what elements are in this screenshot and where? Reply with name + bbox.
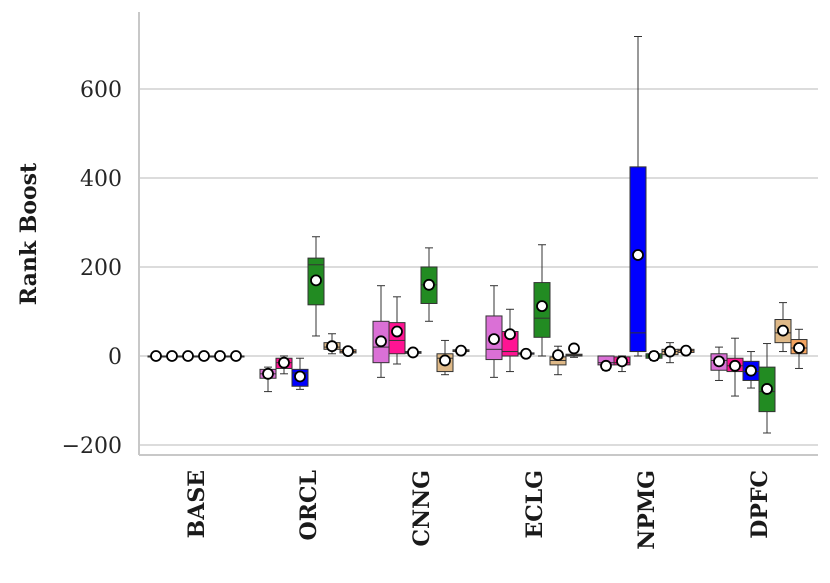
y-tick-labels: 600 400 200 0 −200 bbox=[62, 78, 122, 459]
category-label-cnng: CNNG bbox=[409, 470, 435, 547]
box-eclg-1 bbox=[501, 308, 519, 373]
box-cnng-0 bbox=[372, 285, 390, 378]
mean-marker bbox=[729, 359, 741, 372]
mean-marker bbox=[568, 342, 580, 355]
box-eclg-0 bbox=[485, 285, 503, 378]
box-dpfc-1 bbox=[726, 337, 744, 397]
mean-marker bbox=[455, 344, 467, 357]
box-npmg-5 bbox=[677, 344, 695, 357]
box-orcl-3 bbox=[307, 236, 325, 337]
box-eclg-5 bbox=[565, 342, 583, 358]
mean-marker bbox=[552, 349, 564, 362]
box-cnng-3 bbox=[420, 247, 438, 322]
mean-marker bbox=[198, 350, 210, 362]
box-npmg-3 bbox=[645, 350, 663, 362]
mean-marker bbox=[745, 364, 757, 377]
mean-marker bbox=[616, 355, 628, 368]
mean-marker bbox=[680, 344, 692, 357]
mean-marker bbox=[600, 359, 612, 372]
mean-marker bbox=[182, 350, 194, 362]
box-eclg-3 bbox=[533, 244, 551, 357]
box-eclg-4 bbox=[549, 345, 567, 376]
mean-marker bbox=[488, 333, 500, 345]
mean-marker bbox=[375, 335, 387, 348]
mean-marker bbox=[294, 370, 306, 383]
category-label-base: BASE bbox=[184, 470, 210, 538]
box-plot-marks bbox=[147, 35, 808, 434]
box-dpfc-4 bbox=[774, 302, 792, 353]
mean-marker bbox=[648, 350, 660, 362]
mean-marker bbox=[407, 346, 419, 359]
box-base-2 bbox=[179, 350, 197, 362]
mean-marker bbox=[230, 350, 242, 362]
mean-marker bbox=[536, 300, 548, 313]
box-cnng-2 bbox=[404, 346, 422, 359]
box-base-3 bbox=[195, 350, 213, 362]
y-tick-label: 200 bbox=[80, 256, 122, 281]
mean-marker bbox=[664, 345, 676, 358]
mean-marker bbox=[278, 356, 290, 369]
box-dpfc-0 bbox=[710, 346, 728, 381]
box-dpfc-5 bbox=[790, 328, 808, 369]
category-label-eclg: ECLG bbox=[522, 470, 548, 539]
mean-marker bbox=[342, 345, 354, 358]
mean-marker bbox=[423, 278, 435, 291]
box-orcl-1 bbox=[275, 355, 293, 375]
mean-marker bbox=[391, 325, 403, 338]
category-labels: BASE ORCL CNNG ECLG NPMG DPFC bbox=[184, 470, 773, 550]
box-cnng-4 bbox=[436, 339, 454, 376]
box-base-1 bbox=[163, 350, 181, 362]
mean-marker bbox=[632, 249, 644, 261]
box-dpfc-2 bbox=[742, 351, 760, 389]
box-orcl-5 bbox=[339, 345, 357, 358]
box-cnng-5 bbox=[452, 344, 470, 357]
y-axis-title: Rank Boost bbox=[16, 162, 42, 305]
mean-marker bbox=[439, 354, 451, 367]
mean-marker bbox=[214, 350, 226, 362]
box-cnng-1 bbox=[388, 296, 406, 365]
mean-marker bbox=[150, 350, 162, 362]
category-label-npmg: NPMG bbox=[634, 470, 660, 550]
mean-marker bbox=[761, 383, 773, 395]
mean-marker bbox=[713, 355, 725, 368]
category-label-orcl: ORCL bbox=[296, 470, 322, 540]
mean-marker bbox=[262, 367, 274, 380]
box-npmg-1 bbox=[613, 355, 631, 373]
y-tick-label: 400 bbox=[80, 167, 122, 192]
box-eclg-2 bbox=[517, 347, 535, 360]
box-base-5 bbox=[227, 350, 245, 362]
mean-marker bbox=[166, 350, 178, 362]
box-orcl-0 bbox=[259, 366, 277, 393]
box-dpfc-3 bbox=[758, 343, 776, 434]
box-npmg-0 bbox=[597, 355, 615, 372]
y-tick-label: −200 bbox=[62, 434, 122, 459]
box-npmg-2 bbox=[629, 35, 647, 357]
mean-marker bbox=[777, 324, 789, 337]
mean-marker bbox=[793, 342, 805, 354]
mean-marker bbox=[520, 347, 532, 360]
box-npmg-4 bbox=[661, 342, 679, 364]
mean-marker bbox=[326, 340, 338, 353]
mean-marker bbox=[504, 328, 516, 341]
y-tick-label: 0 bbox=[108, 345, 122, 370]
mean-marker bbox=[310, 274, 322, 287]
box-orcl-4 bbox=[323, 333, 341, 355]
box-base-0 bbox=[147, 350, 165, 362]
box-base-4 bbox=[211, 350, 229, 362]
grid-lines bbox=[139, 88, 818, 446]
category-label-dpfc: DPFC bbox=[747, 470, 773, 539]
y-tick-label: 600 bbox=[80, 78, 122, 103]
box-orcl-2 bbox=[291, 357, 309, 390]
